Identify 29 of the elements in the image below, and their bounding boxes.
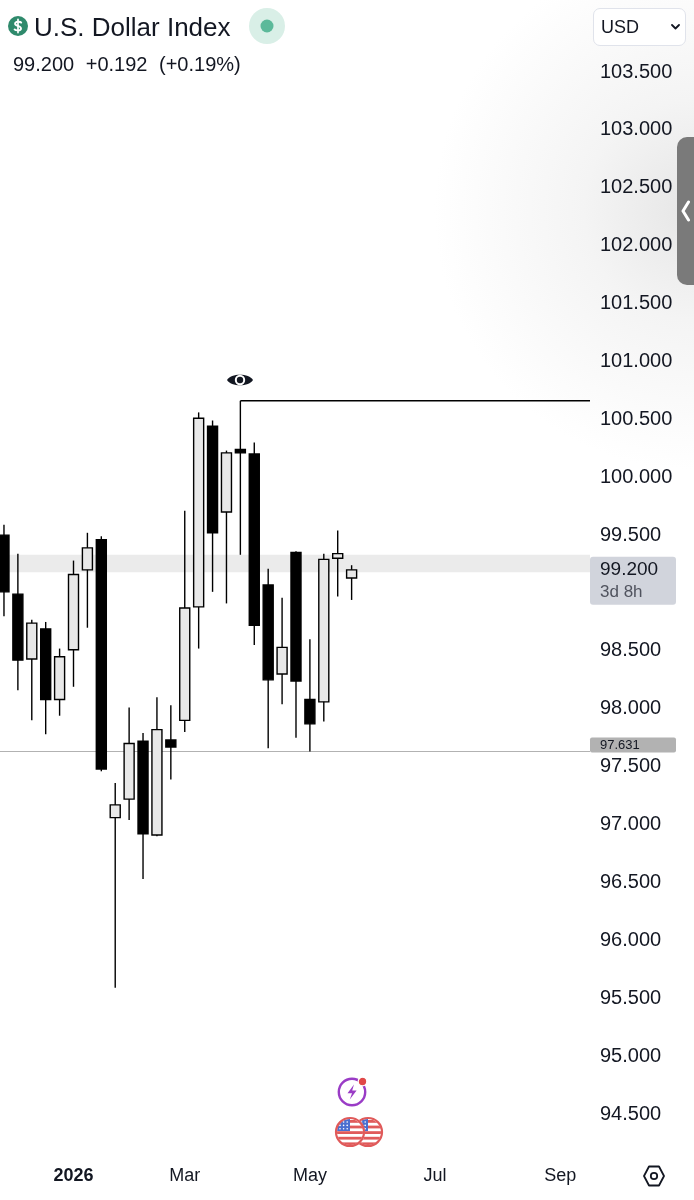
y-tick-label: 103.000 xyxy=(600,117,673,140)
x-tick-label: Sep xyxy=(544,1164,577,1185)
x-tick-label: May xyxy=(292,1164,327,1185)
y-tick-label: 99.500 xyxy=(600,522,662,545)
x-tick-label: Jul xyxy=(423,1164,447,1185)
currency-dropdown: USD xyxy=(593,8,686,46)
y-tick-label: 98.000 xyxy=(600,696,662,719)
text: 99.200 xyxy=(600,558,659,580)
y-tick-label: 97.000 xyxy=(600,812,662,835)
x-tick-label: Mar xyxy=(169,1164,201,1185)
chart-subtitle: 99.200 +0.192 (+0.19%) xyxy=(13,52,241,76)
y-tick-label: 101.000 xyxy=(600,348,673,371)
y-tick-label: 96.000 xyxy=(600,927,662,950)
y-tick-label: 100.000 xyxy=(600,464,673,487)
x-tick-label: 2026 xyxy=(53,1164,94,1185)
y-tick-label: 103.500 xyxy=(600,59,673,82)
y-tick-label: 100.500 xyxy=(600,406,673,429)
y-tick-label: 95.500 xyxy=(600,985,662,1008)
ref-line-label: 97.631 xyxy=(600,737,640,753)
y-tick-label: 97.500 xyxy=(600,754,662,777)
y-tick-label: 96.500 xyxy=(600,869,662,892)
y-tick-label: 102.500 xyxy=(600,175,673,198)
chart-title: U.S. Dollar Index xyxy=(34,11,231,43)
y-tick-label: 102.000 xyxy=(600,233,673,256)
y-tick-label: 94.500 xyxy=(600,1101,662,1124)
y-tick-label: 98.500 xyxy=(600,638,662,661)
text: 3d 8h xyxy=(600,581,643,601)
y-tick-label: 101.500 xyxy=(600,291,673,314)
y-tick-label: 95.000 xyxy=(600,1043,662,1066)
